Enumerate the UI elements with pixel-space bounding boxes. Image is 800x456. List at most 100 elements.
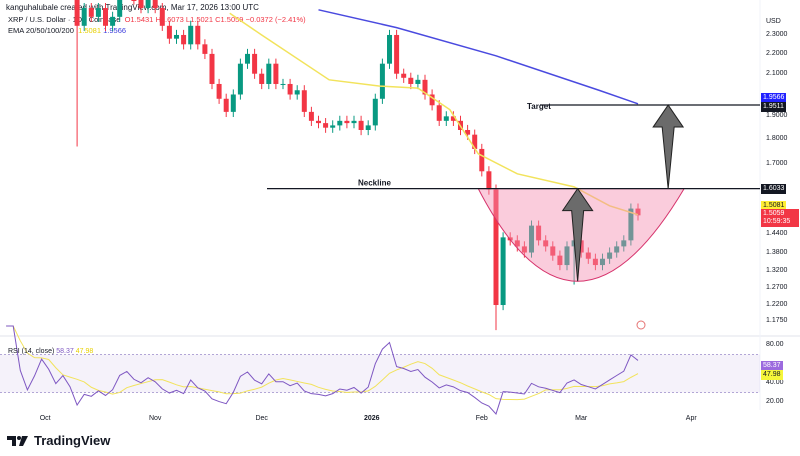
candle-up xyxy=(81,8,87,26)
candle-down xyxy=(138,0,144,9)
candle-down xyxy=(401,73,407,78)
arrow-up-icon xyxy=(652,104,685,189)
candle-down xyxy=(316,120,321,124)
tradingview-logo-icon xyxy=(7,435,28,446)
price-tick: 1.3800 xyxy=(766,248,788,256)
candle-down xyxy=(131,0,137,1)
candle-down xyxy=(465,130,471,135)
candle-down xyxy=(323,123,329,128)
candle-down xyxy=(202,44,208,54)
ohlc-open: O1.5431 xyxy=(124,15,154,24)
annotations: Neckline Target xyxy=(267,102,760,330)
candle-up xyxy=(95,8,101,17)
candle-up xyxy=(365,125,371,131)
candle-up xyxy=(621,240,627,247)
candle-up xyxy=(330,125,336,128)
candle-up xyxy=(351,120,357,124)
symbol-legend[interactable]: XRP / U.S. Dollar · 1D · Coinbase O1.543… xyxy=(8,15,306,24)
candle-down xyxy=(223,98,229,112)
candle-down xyxy=(88,8,94,17)
ema-label: EMA 20/50/100/200 xyxy=(8,26,74,35)
candle-up xyxy=(607,252,613,259)
badge-last-price: 1.5059 10:59:35 xyxy=(761,209,799,228)
time-tick: Nov xyxy=(148,415,162,422)
candle-up xyxy=(174,34,179,39)
rsi-band xyxy=(0,354,760,393)
candle-up xyxy=(188,25,194,45)
candle-up xyxy=(500,237,506,306)
rsi-line xyxy=(6,325,639,415)
candle-up xyxy=(280,83,286,85)
candle-down xyxy=(536,225,542,241)
candle-up xyxy=(529,225,534,253)
candle-down xyxy=(578,240,584,253)
badge-rsi: 58.37 xyxy=(761,360,783,371)
candle-up xyxy=(110,16,116,26)
ema-lines xyxy=(229,9,639,216)
rsi-pane xyxy=(0,325,760,415)
candle-down xyxy=(450,116,456,121)
ohlc-low: L1.5021 xyxy=(185,15,214,24)
candle-down xyxy=(422,79,428,95)
candle-down xyxy=(408,77,414,84)
time-tick: Dec xyxy=(255,415,268,422)
neckline-label: Neckline xyxy=(358,179,391,188)
ema-yellow-line xyxy=(229,12,639,216)
candle-up xyxy=(628,208,634,241)
candle-down xyxy=(394,34,400,74)
tradingview-logo[interactable]: TradingView xyxy=(7,433,110,448)
price-tick: 1.3200 xyxy=(766,267,788,275)
ema-value-blue: 1.9566 xyxy=(103,26,127,35)
candle-down xyxy=(103,8,108,26)
price-tick: 1.1750 xyxy=(766,317,788,325)
price-tick: 1.7000 xyxy=(766,159,788,167)
candle-down xyxy=(486,171,492,190)
price-tick: 2.3000 xyxy=(766,30,788,38)
countdown: 10:59:35 xyxy=(763,218,791,226)
price-tick: 1.9000 xyxy=(766,112,788,120)
candle-down xyxy=(301,90,307,112)
candle-down xyxy=(195,25,201,45)
candle-up xyxy=(117,0,123,17)
rsi-tick: 40.00 xyxy=(766,379,784,386)
badge-ema-yellow: 1.5081 xyxy=(761,200,787,211)
candle-down xyxy=(550,246,556,256)
rsi-tick: 80.00 xyxy=(766,341,784,348)
price-tick: 2.2000 xyxy=(766,49,788,57)
candle-up xyxy=(564,246,570,266)
candle-down xyxy=(216,83,222,99)
candle-down xyxy=(472,134,478,149)
time-tick: Apr xyxy=(685,415,697,422)
candle-down xyxy=(436,105,442,121)
ema-legend[interactable]: EMA 20/50/100/200 1.5081 1.9566 xyxy=(8,26,126,35)
rsi-value: 58.37 xyxy=(56,348,74,355)
ohlc-close: C1.5059 xyxy=(215,15,244,24)
candle-down xyxy=(592,258,598,266)
target-label: Target xyxy=(527,102,551,111)
price-tick: 1.8000 xyxy=(766,135,788,143)
logo-text: TradingView xyxy=(34,433,111,448)
candle-up xyxy=(415,79,421,84)
candle-down xyxy=(429,94,435,106)
candle-down xyxy=(159,8,165,26)
arrow-up-icon xyxy=(561,187,594,282)
rsi-tick: 20.00 xyxy=(766,398,784,405)
candle-down xyxy=(557,255,563,266)
candle-down xyxy=(166,25,172,39)
time-tick: 2026 xyxy=(363,415,380,422)
candle-up xyxy=(237,63,243,95)
candle-down xyxy=(514,240,520,247)
ema-blue-line xyxy=(318,9,639,105)
candle-down xyxy=(273,63,279,84)
candle-up xyxy=(379,63,385,99)
candle-up xyxy=(337,120,343,126)
candle-up xyxy=(443,116,449,121)
ohlc-high: H1.6073 xyxy=(155,15,184,24)
candle-down xyxy=(308,111,314,121)
candles xyxy=(74,0,641,331)
badge-ema-blue: 1.9566 xyxy=(761,92,787,103)
rsi-legend[interactable]: RSI (14, close) 58.37 47.98 xyxy=(8,348,93,355)
candle-up xyxy=(294,90,300,95)
candle-down xyxy=(252,53,258,74)
